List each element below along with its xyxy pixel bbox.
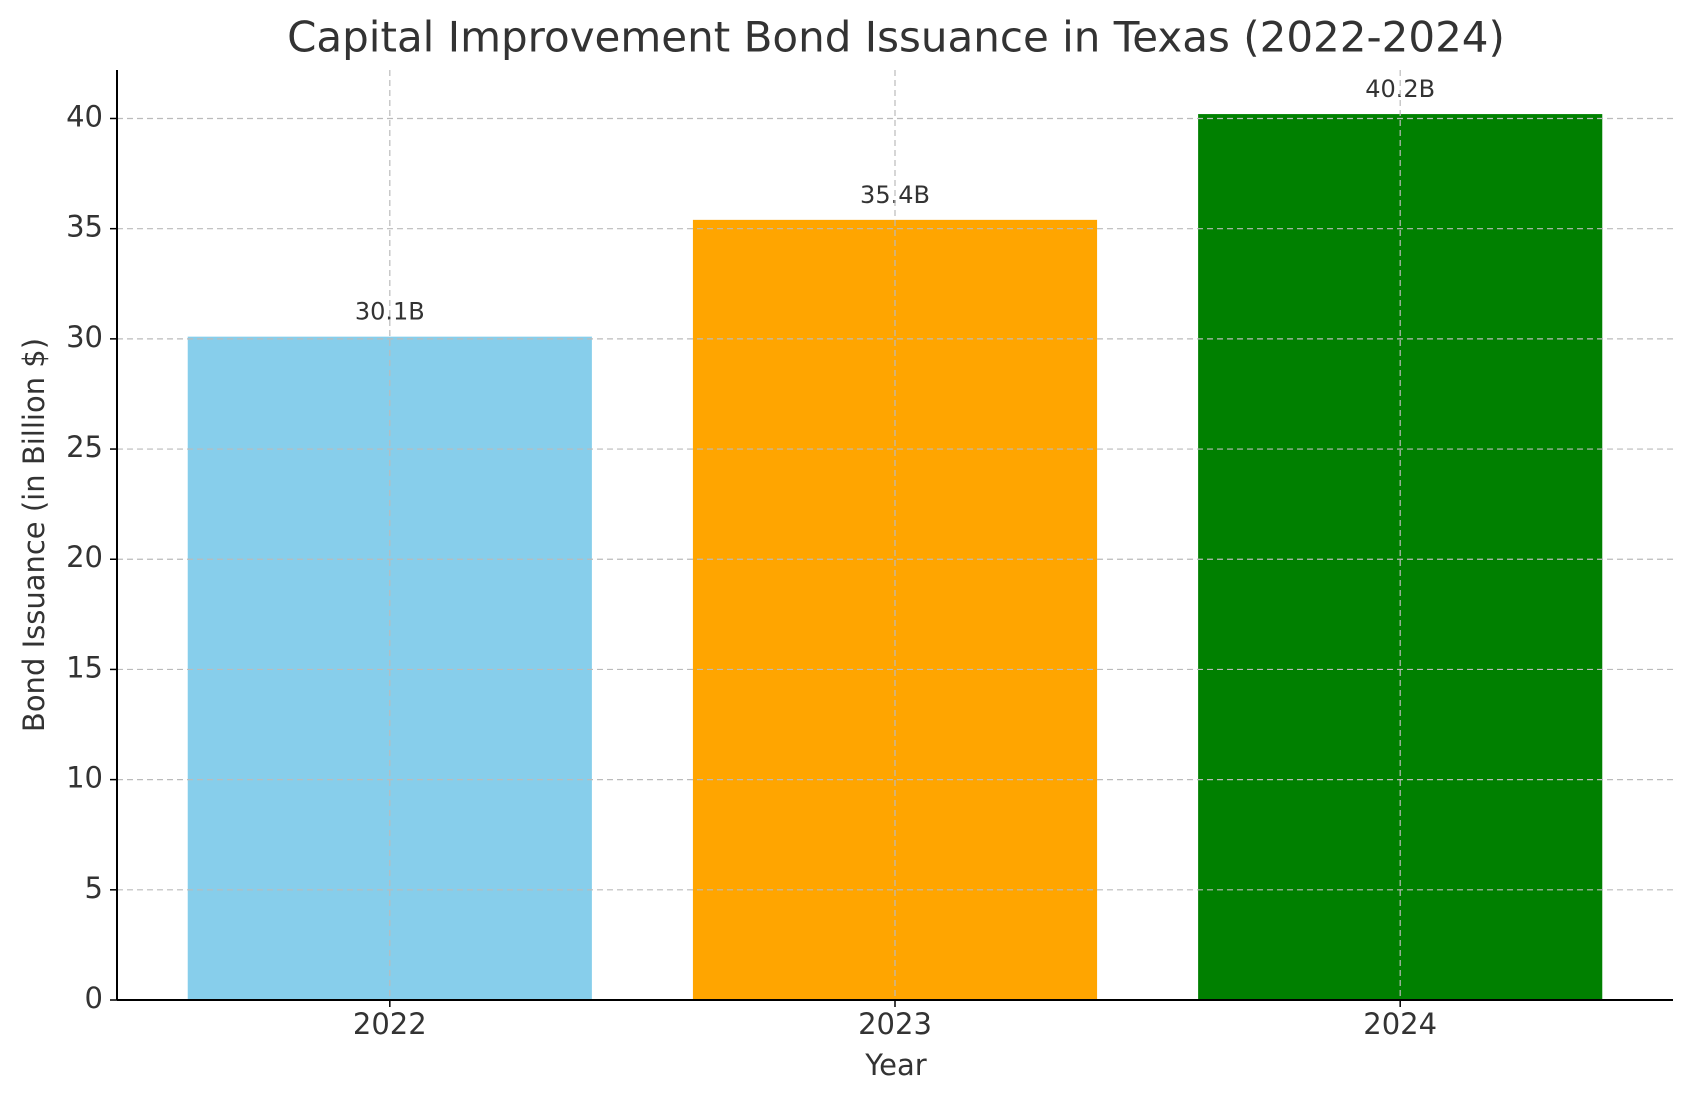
bar <box>692 219 1098 1001</box>
x-tick-label: 2024 <box>1363 1007 1437 1041</box>
x-axis-label: Year <box>864 1048 926 1082</box>
chart-title: Capital Improvement Bond Issuance in Tex… <box>287 13 1505 62</box>
y-tick-label: 15 <box>66 650 103 684</box>
bar <box>1198 114 1603 1001</box>
x-tick-label: 2023 <box>858 1007 932 1041</box>
x-tick-label: 2022 <box>353 1007 427 1041</box>
y-tick-label: 20 <box>66 540 103 574</box>
value-label: 40.2B <box>1365 75 1435 103</box>
y-tick-label: 25 <box>66 430 103 464</box>
y-tick-label: 5 <box>85 871 103 905</box>
y-tick-label: 35 <box>66 210 103 244</box>
y-tick-label: 0 <box>85 981 103 1015</box>
y-tick-label: 10 <box>66 761 103 795</box>
y-tick-label: 40 <box>66 99 103 133</box>
y-axis-label: Bond Issuance (in Billion $) <box>17 338 51 732</box>
y-tick-label: 30 <box>66 320 103 354</box>
